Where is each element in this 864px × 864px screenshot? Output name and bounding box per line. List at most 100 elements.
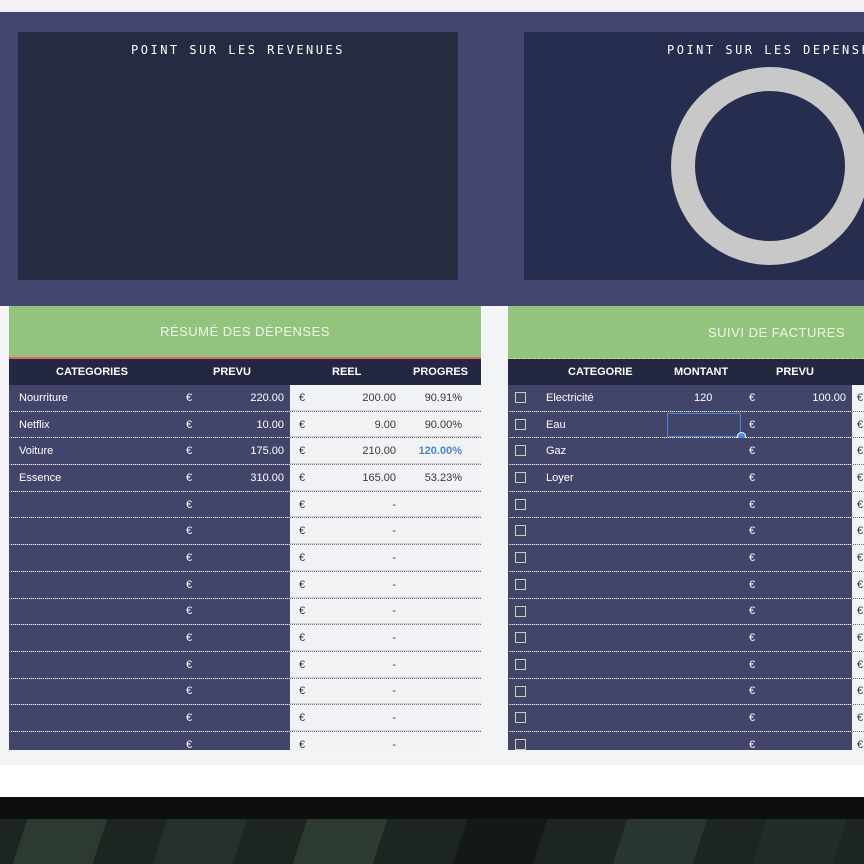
expense-reel-cell[interactable]: 165.00 — [362, 471, 396, 484]
bill-row[interactable]: € € — [508, 705, 864, 732]
currency-symbol: € — [749, 445, 756, 458]
expense-reel-cell[interactable]: - — [392, 632, 396, 645]
row-light-bg — [290, 518, 481, 545]
currency-symbol: € — [749, 525, 756, 538]
row-light-bg — [290, 545, 481, 571]
bill-row[interactable]: Loyer € € — [508, 465, 864, 492]
expense-summary-header-row: CATEGORIES PREVU REEL PROGRES — [9, 359, 481, 385]
bill-paid-checkbox[interactable] — [515, 632, 526, 644]
currency-symbol: € — [857, 738, 864, 751]
bill-row[interactable]: € € — [508, 651, 864, 679]
expense-row[interactable]: € € - — [9, 598, 481, 626]
expense-reel-cell[interactable]: - — [392, 605, 396, 618]
bill-paid-checkbox[interactable] — [515, 658, 526, 670]
currency-symbol: € — [857, 658, 864, 671]
currency-symbol: € — [186, 738, 193, 751]
expense-row[interactable]: € € - — [9, 651, 481, 679]
expense-row[interactable]: € € - — [9, 678, 481, 706]
expense-row[interactable]: Netflix €10.00 €9.00 90.00% — [9, 411, 481, 439]
expense-chart-panel[interactable]: POINT SUR LES DEPENSES — [524, 32, 864, 280]
expense-row[interactable]: Nourriture €220.00 €200.00 90.91% — [9, 385, 481, 412]
expense-category-cell[interactable]: Nourriture — [19, 391, 68, 404]
bill-paid-checkbox[interactable] — [515, 578, 526, 590]
currency-symbol: € — [857, 578, 864, 591]
currency-symbol: € — [857, 632, 864, 645]
currency-symbol: € — [186, 632, 193, 645]
currency-symbol: € — [299, 498, 306, 511]
expense-row[interactable]: € € - — [9, 625, 481, 652]
expense-row[interactable]: € € - — [9, 545, 481, 572]
bill-paid-checkbox[interactable] — [515, 685, 526, 697]
expense-reel-cell[interactable]: - — [392, 712, 396, 725]
bill-prevu-cell[interactable]: 100.00 — [812, 391, 846, 404]
bill-paid-checkbox[interactable] — [515, 498, 526, 510]
revenue-chart-panel[interactable]: POINT SUR LES REVENUES — [18, 32, 458, 280]
expense-reel-cell[interactable]: - — [392, 738, 396, 751]
bill-category-cell[interactable]: Gaz — [546, 445, 567, 458]
expense-category-cell[interactable]: Voiture — [19, 445, 54, 458]
bill-row[interactable]: Eau € € — [508, 411, 864, 441]
bill-paid-checkbox[interactable] — [515, 712, 526, 724]
bill-row[interactable]: € € — [508, 571, 864, 599]
expense-reel-cell[interactable]: - — [392, 658, 396, 671]
currency-symbol: € — [299, 551, 306, 564]
bill-paid-checkbox[interactable] — [515, 605, 526, 617]
currency-symbol: € — [299, 391, 306, 404]
expense-row[interactable]: € € - — [9, 518, 481, 546]
expense-reel-cell[interactable]: 200.00 — [362, 391, 396, 404]
expense-row[interactable]: € € - — [9, 571, 481, 599]
expense-reel-cell[interactable]: - — [392, 525, 396, 538]
expense-row[interactable]: € € - — [9, 491, 481, 519]
row-light-bg — [290, 651, 481, 678]
bill-paid-checkbox[interactable] — [515, 445, 526, 457]
bill-row[interactable]: Electricité 120 €100.00 € — [508, 385, 864, 412]
selected-cell-outline[interactable] — [667, 412, 741, 437]
bill-category-cell[interactable]: Loyer — [546, 471, 574, 484]
currency-symbol: € — [749, 658, 756, 671]
row-navy-bg — [9, 545, 290, 571]
expense-row[interactable]: Voiture €175.00 €210.00 120.00% — [9, 438, 481, 466]
bill-paid-checkbox[interactable] — [515, 418, 526, 430]
expense-reel-cell[interactable]: - — [392, 551, 396, 564]
bill-row[interactable]: Gaz € € — [508, 438, 864, 466]
expense-prevu-cell[interactable]: 10.00 — [256, 418, 284, 431]
bill-row[interactable]: € € — [508, 598, 864, 626]
bill-paid-checkbox[interactable] — [515, 552, 526, 564]
bill-paid-checkbox[interactable] — [515, 392, 526, 403]
currency-symbol: € — [299, 525, 306, 538]
monitor-bezel — [0, 797, 864, 819]
expense-category-cell[interactable]: Essence — [19, 471, 62, 484]
expense-panel-title: POINT SUR LES DEPENSES — [667, 43, 864, 57]
bill-row[interactable]: € € — [508, 678, 864, 706]
header-categorie: CATEGORIE — [568, 366, 633, 378]
expense-reel-cell[interactable]: 9.00 — [374, 418, 396, 431]
bill-row[interactable]: € € — [508, 625, 864, 652]
bill-row[interactable]: € € — [508, 491, 864, 519]
expense-reel-cell[interactable]: - — [392, 578, 396, 591]
bill-paid-checkbox[interactable] — [515, 525, 526, 537]
expense-prevu-cell[interactable]: 310.00 — [250, 471, 284, 484]
bill-category-cell[interactable]: Eau — [546, 418, 566, 431]
currency-symbol: € — [749, 578, 756, 591]
bills-table: SUIVI DE FACTURES CATEGORIE MONTANT PREV… — [508, 306, 864, 759]
currency-symbol: € — [299, 578, 306, 591]
expense-reel-cell[interactable]: 210.00 — [362, 445, 396, 458]
bill-paid-checkbox[interactable] — [515, 738, 526, 750]
bill-category-cell[interactable]: Electricité — [546, 391, 594, 404]
currency-symbol: € — [857, 445, 864, 458]
expense-row[interactable]: Essence €310.00 €165.00 53.23% — [9, 465, 481, 492]
bill-row[interactable]: € € — [508, 545, 864, 572]
bill-paid-checkbox[interactable] — [515, 472, 526, 484]
donut-ring — [671, 67, 864, 265]
bill-row[interactable]: € € — [508, 518, 864, 546]
expense-prevu-cell[interactable]: 220.00 — [250, 391, 284, 404]
currency-symbol: € — [299, 471, 306, 484]
expense-prevu-cell[interactable]: 175.00 — [250, 445, 284, 458]
expense-row[interactable]: € € - — [9, 705, 481, 732]
bill-amount-cell[interactable]: 120 — [694, 391, 713, 404]
currency-symbol: € — [299, 658, 306, 671]
sheet-top-edge — [0, 0, 864, 12]
expense-category-cell[interactable]: Netflix — [19, 418, 50, 431]
expense-reel-cell[interactable]: - — [392, 685, 396, 698]
expense-reel-cell[interactable]: - — [392, 498, 396, 511]
